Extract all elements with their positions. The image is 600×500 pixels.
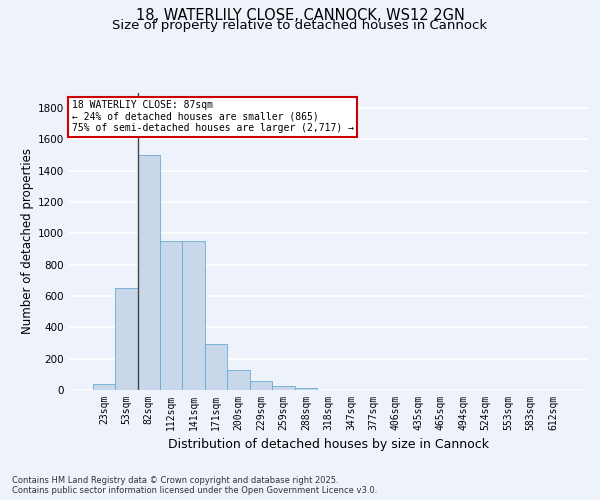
Bar	[227, 370, 250, 390]
Y-axis label: Number of detached properties: Number of detached properties	[21, 148, 34, 334]
Bar	[272, 386, 295, 390]
Text: 18 WATERLIY CLOSE: 87sqm
← 24% of detached houses are smaller (865)
75% of semi-: 18 WATERLIY CLOSE: 87sqm ← 24% of detach…	[71, 100, 353, 133]
Text: 18, WATERLILY CLOSE, CANNOCK, WS12 2GN: 18, WATERLILY CLOSE, CANNOCK, WS12 2GN	[136, 8, 464, 22]
Bar	[295, 388, 317, 390]
Text: Size of property relative to detached houses in Cannock: Size of property relative to detached ho…	[112, 18, 488, 32]
Bar	[205, 344, 227, 390]
Bar	[160, 242, 182, 390]
Bar	[137, 155, 160, 390]
Text: Contains HM Land Registry data © Crown copyright and database right 2025.
Contai: Contains HM Land Registry data © Crown c…	[12, 476, 377, 495]
X-axis label: Distribution of detached houses by size in Cannock: Distribution of detached houses by size …	[168, 438, 489, 452]
Bar	[250, 380, 272, 390]
Bar	[92, 384, 115, 390]
Bar	[115, 288, 137, 390]
Bar	[182, 242, 205, 390]
